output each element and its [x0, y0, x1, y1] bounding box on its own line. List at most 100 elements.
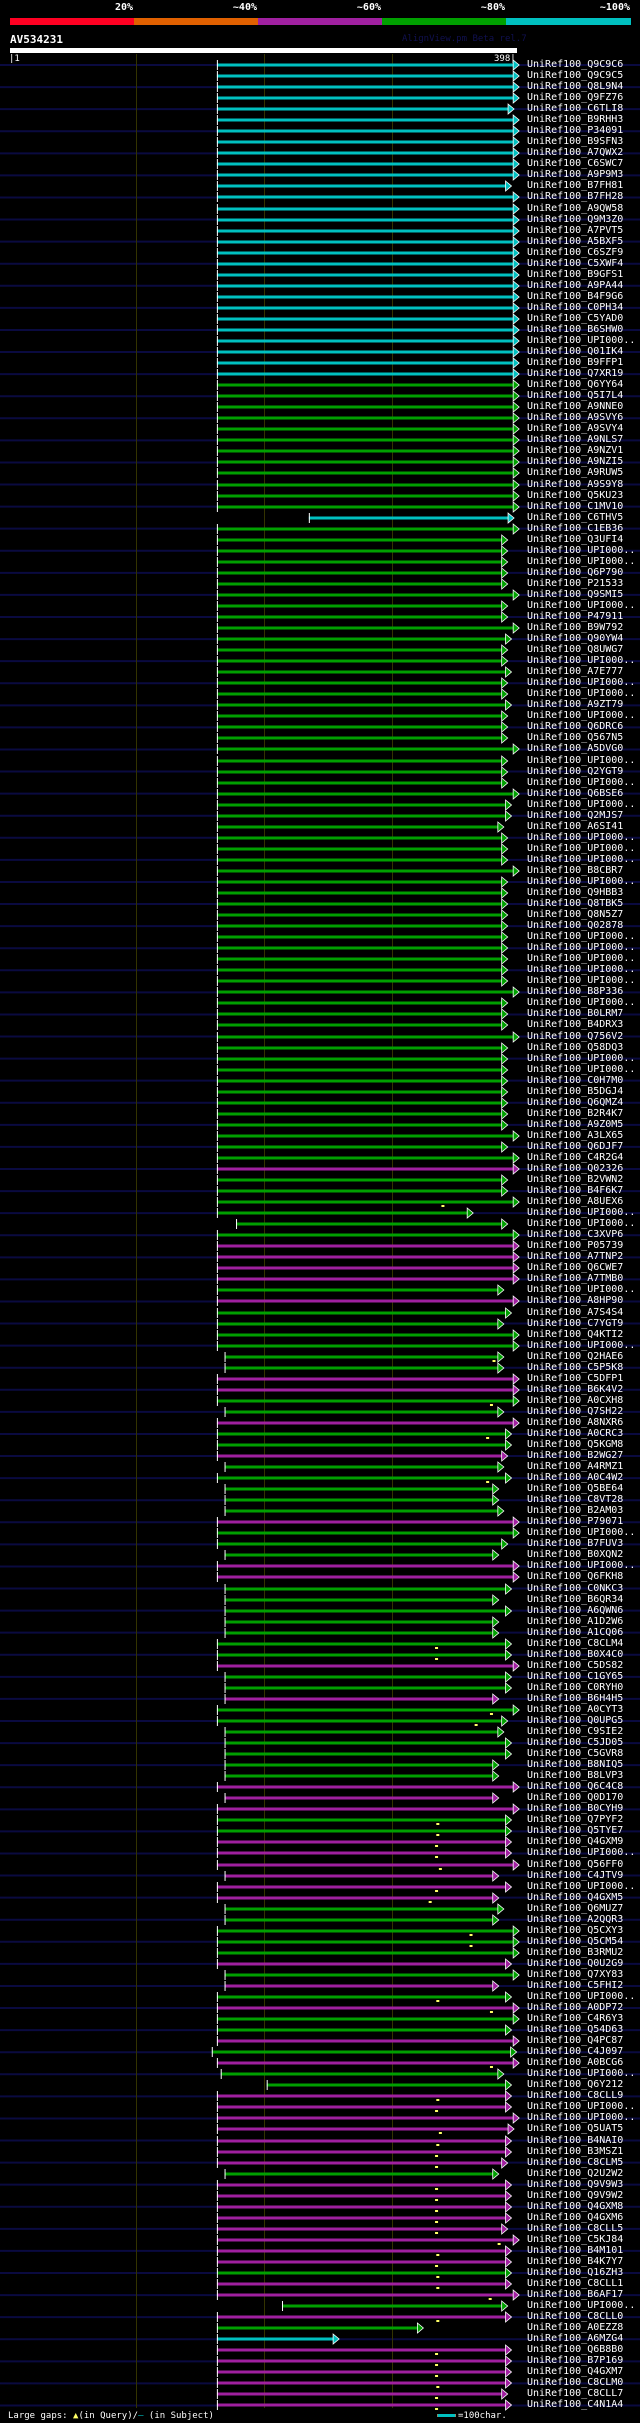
hit-label[interactable]: UniRef100_C4JTV9 — [527, 1870, 624, 1881]
hit-label[interactable]: UniRef100_Q6Y212 — [527, 2079, 624, 2090]
hit-label[interactable]: UniRef100_B2VWN2 — [527, 1174, 624, 1185]
hit-label[interactable]: UniRef100_C0NKC3 — [527, 1583, 624, 1594]
hit-label[interactable]: UniRef100_Q9V9W2 — [527, 2190, 624, 2201]
hit-label[interactable]: UniRef100_A9QW58 — [527, 203, 624, 214]
hit-label[interactable]: UniRef100_C4J097 — [527, 2046, 624, 2057]
hit-label[interactable]: UniRef100_C5FHI2 — [527, 1980, 624, 1991]
hit-label[interactable]: UniRef100_C8CLL1 — [527, 2278, 624, 2289]
hit-label[interactable]: UniRef100_Q4GXM9 — [527, 1836, 624, 1847]
hit-label[interactable]: UniRef100_C5DFP1 — [527, 1373, 624, 1384]
hit-label[interactable]: UniRef100_C4R6Y3 — [527, 2013, 624, 2024]
hit-label[interactable]: UniRef100_A0DP72 — [527, 2002, 624, 2013]
hit-label[interactable]: UniRef100_A7E777 — [527, 666, 624, 677]
hit-label[interactable]: UniRef100_A6QWN6 — [527, 1605, 624, 1616]
hit-label[interactable]: UniRef100_A1D2W6 — [527, 1616, 624, 1627]
hit-label[interactable]: UniRef100_UPI000.. — [527, 1207, 636, 1218]
hit-label[interactable]: UniRef100_Q7XR19 — [527, 368, 624, 379]
hit-label[interactable]: UniRef100_B7FH81 — [527, 180, 624, 191]
hit-label[interactable]: UniRef100_UPI000.. — [527, 545, 636, 556]
hit-label[interactable]: UniRef100_Q756V2 — [527, 1031, 624, 1042]
hit-label[interactable]: UniRef100_P47911 — [527, 611, 624, 622]
hit-label[interactable]: UniRef100_C5YAD0 — [527, 313, 624, 324]
hit-label[interactable]: UniRef100_Q6CWE7 — [527, 1262, 624, 1273]
hit-label[interactable]: UniRef100_UPI000.. — [527, 710, 636, 721]
hit-label[interactable]: UniRef100_UPI000.. — [527, 953, 636, 964]
hit-label[interactable]: UniRef100_UPI000.. — [527, 2112, 636, 2123]
hit-label[interactable]: UniRef100_Q0D170 — [527, 1792, 624, 1803]
hit-label[interactable]: UniRef100_A1CQ06 — [527, 1627, 624, 1638]
hit-label[interactable]: UniRef100_Q5CXY3 — [527, 1925, 624, 1936]
hit-label[interactable]: UniRef100_C8CLL7 — [527, 2388, 624, 2399]
hit-label[interactable]: UniRef100_A0EZZ8 — [527, 2322, 624, 2333]
hit-label[interactable]: UniRef100_B0CYH9 — [527, 1803, 624, 1814]
hit-label[interactable]: UniRef100_C8CLL9 — [527, 2090, 624, 2101]
hit-label[interactable]: UniRef100_UPI000.. — [527, 335, 636, 346]
hit-label[interactable]: UniRef100_A8NXR6 — [527, 1417, 624, 1428]
hit-label[interactable]: UniRef100_Q4PC87 — [527, 2035, 624, 2046]
hit-label[interactable]: UniRef100_A5DVG0 — [527, 743, 624, 754]
hit-label[interactable]: UniRef100_UPI000.. — [527, 1881, 636, 1892]
hit-label[interactable]: UniRef100_Q6BSE6 — [527, 788, 624, 799]
hit-label[interactable]: UniRef100_A7QWX2 — [527, 147, 624, 158]
hit-label[interactable]: UniRef100_A3LX65 — [527, 1130, 624, 1141]
hit-label[interactable]: UniRef100_C6SZF9 — [527, 247, 624, 258]
hit-label[interactable]: UniRef100_B7FH28 — [527, 191, 624, 202]
hit-label[interactable]: UniRef100_Q2MJS7 — [527, 810, 624, 821]
hit-label[interactable]: UniRef100_Q9FZ76 — [527, 92, 624, 103]
hit-label[interactable]: UniRef100_B8CBR7 — [527, 865, 624, 876]
hit-label[interactable]: UniRef100_A0BCG6 — [527, 2057, 624, 2068]
hit-label[interactable]: UniRef100_UPI000.. — [527, 655, 636, 666]
hit-label[interactable]: UniRef100_A5BXF5 — [527, 236, 624, 247]
hit-label[interactable]: UniRef100_Q3UFI4 — [527, 534, 624, 545]
hit-label[interactable]: UniRef100_Q6C4C8 — [527, 1781, 624, 1792]
hit-label[interactable]: UniRef100_UPI000.. — [527, 975, 636, 986]
hit-label[interactable]: UniRef100_B3MSZ1 — [527, 2146, 624, 2157]
hit-label[interactable]: UniRef100_C5P5K8 — [527, 1362, 624, 1373]
hit-label[interactable]: UniRef100_Q0U2G9 — [527, 1958, 624, 1969]
hit-label[interactable]: UniRef100_P79071 — [527, 1516, 624, 1527]
hit-label[interactable]: UniRef100_Q8N5Z7 — [527, 909, 624, 920]
hit-label[interactable]: UniRef100_B6AF17 — [527, 2289, 624, 2300]
hit-label[interactable]: UniRef100_Q58DQ3 — [527, 1042, 624, 1053]
hit-label[interactable]: UniRef100_Q16ZH3 — [527, 2267, 624, 2278]
hit-label[interactable]: UniRef100_A6SI41 — [527, 821, 624, 832]
hit-label[interactable]: UniRef100_Q90YW4 — [527, 633, 624, 644]
hit-label[interactable]: UniRef100_A0C4W2 — [527, 1472, 624, 1483]
hit-label[interactable]: UniRef100_C5KJ84 — [527, 2234, 624, 2245]
hit-label[interactable]: UniRef100_Q5TYE7 — [527, 1825, 624, 1836]
hit-label[interactable]: UniRef100_C4R2G4 — [527, 1152, 624, 1163]
hit-label[interactable]: UniRef100_UPI000.. — [527, 1053, 636, 1064]
hit-label[interactable]: UniRef100_A7PVT5 — [527, 225, 624, 236]
hit-label[interactable]: UniRef100_B2AM03 — [527, 1505, 624, 1516]
hit-label[interactable]: UniRef100_C5JD05 — [527, 1737, 624, 1748]
hit-label[interactable]: UniRef100_UPI000.. — [527, 997, 636, 1008]
hit-label[interactable]: UniRef100_C6SWC7 — [527, 158, 624, 169]
hit-label[interactable]: UniRef100_Q6DRC6 — [527, 721, 624, 732]
hit-label[interactable]: UniRef100_Q9C9C5 — [527, 70, 624, 81]
hit-label[interactable]: UniRef100_Q4GXM7 — [527, 2366, 624, 2377]
hit-label[interactable]: UniRef100_UPI000.. — [527, 777, 636, 788]
hit-label[interactable]: UniRef100_A7TNP2 — [527, 1251, 624, 1262]
hit-label[interactable]: UniRef100_Q9HBB3 — [527, 887, 624, 898]
hit-label[interactable]: UniRef100_B2R4K7 — [527, 1108, 624, 1119]
hit-label[interactable]: UniRef100_UPI000.. — [527, 1340, 636, 1351]
hit-label[interactable]: UniRef100_Q2YGT9 — [527, 766, 624, 777]
hit-label[interactable]: UniRef100_B4DRX3 — [527, 1019, 624, 1030]
hit-label[interactable]: UniRef100_C3XVP6 — [527, 1229, 624, 1240]
hit-label[interactable]: UniRef100_Q5KU23 — [527, 490, 624, 501]
hit-label[interactable]: UniRef100_Q4KTI2 — [527, 1329, 624, 1340]
hit-label[interactable]: UniRef100_B4F9G6 — [527, 291, 624, 302]
hit-label[interactable]: UniRef100_B9GFS1 — [527, 269, 624, 280]
hit-label[interactable]: UniRef100_Q6YY64 — [527, 379, 624, 390]
hit-label[interactable]: UniRef100_Q54D63 — [527, 2024, 624, 2035]
hit-label[interactable]: UniRef100_B3RMU2 — [527, 1947, 624, 1958]
hit-label[interactable]: UniRef100_C8VT28 — [527, 1494, 624, 1505]
hit-label[interactable]: UniRef100_C6TLI8 — [527, 103, 624, 114]
hit-label[interactable]: UniRef100_UPI000.. — [527, 677, 636, 688]
hit-label[interactable]: UniRef100_UPI000.. — [527, 556, 636, 567]
hit-label[interactable]: UniRef100_B0LRM7 — [527, 1008, 624, 1019]
hit-label[interactable]: UniRef100_C0PH34 — [527, 302, 624, 313]
hit-label[interactable]: UniRef100_UPI000.. — [527, 832, 636, 843]
hit-label[interactable]: UniRef100_C5XWF4 — [527, 258, 624, 269]
hit-label[interactable]: UniRef100_B5DGJ4 — [527, 1086, 624, 1097]
